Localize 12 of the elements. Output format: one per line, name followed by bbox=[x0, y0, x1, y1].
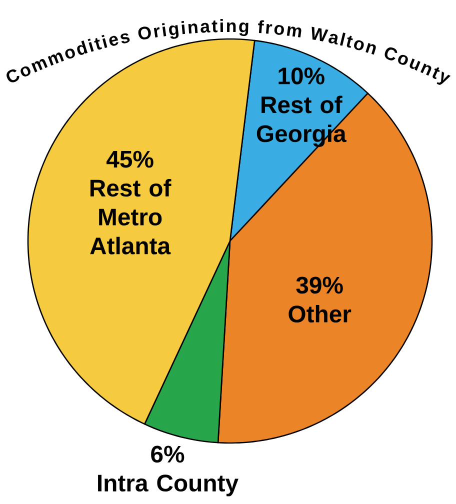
chart-title: s Origin bbox=[120, 20, 198, 44]
slice-label: Rest of Metro Atlanta bbox=[90, 179, 172, 254]
data-label: 39% bbox=[296, 276, 343, 294]
data-label: 10% bbox=[278, 67, 324, 84]
chart-title: g from Walt bbox=[239, 20, 353, 48]
data-label: 6% bbox=[151, 446, 184, 463]
data-label: 45% bbox=[106, 150, 154, 168]
chart-title: atin bbox=[200, 19, 236, 33]
chart-title: Commoditie bbox=[6, 34, 118, 82]
chart-title: on County bbox=[354, 40, 451, 85]
slice-label: Intra County bbox=[98, 474, 238, 496]
slice-label: Other bbox=[288, 304, 352, 323]
